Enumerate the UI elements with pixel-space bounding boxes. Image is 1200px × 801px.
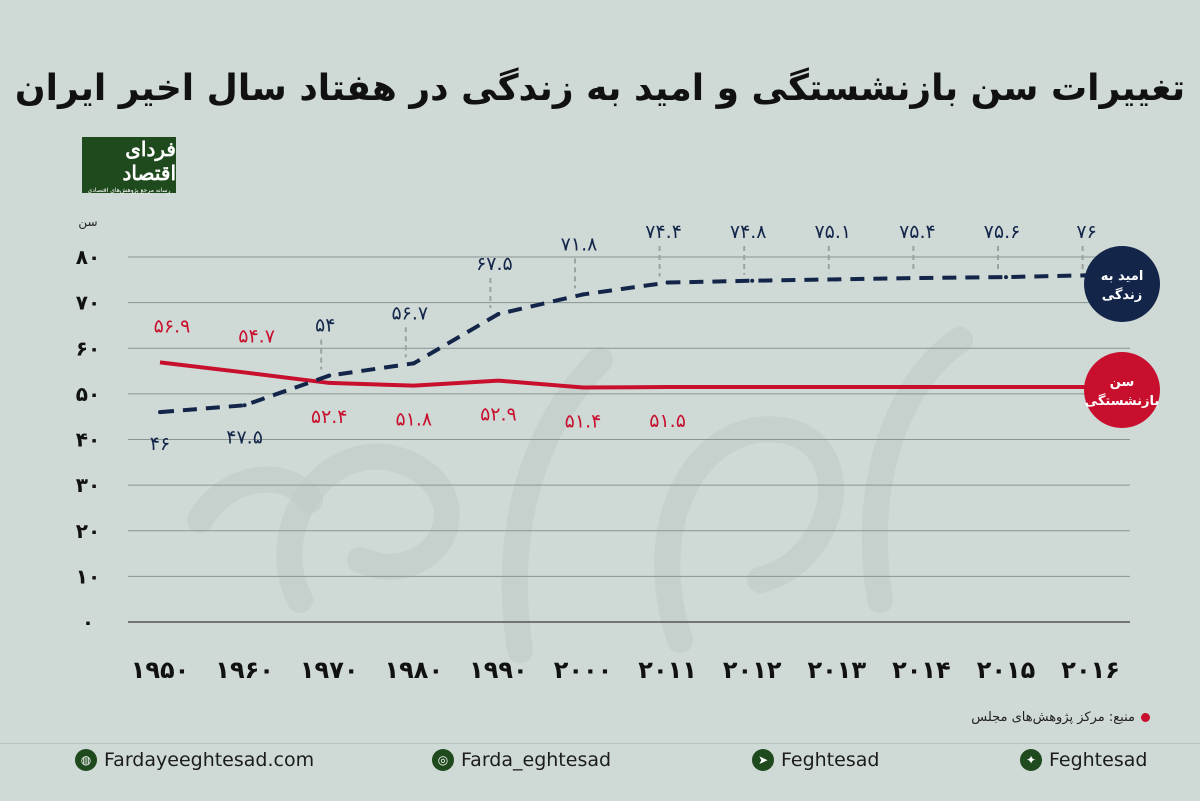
- footer-website[interactable]: ◍ Fardayeeghtesad.com: [75, 749, 314, 771]
- y-tick-label: ۸۰: [76, 245, 100, 269]
- retirement-age-label: ۵۴.۷: [238, 325, 275, 347]
- logo-text: فردای اقتصاد: [122, 136, 177, 185]
- x-tick-label: ۱۹۹۰: [469, 656, 528, 684]
- retirement-age-label: ۵۲.۹: [480, 404, 517, 426]
- retirement-age-label: ۵۱.۵: [649, 410, 686, 432]
- x-tick-label: ۲۰۱۵: [977, 656, 1036, 684]
- y-tick-label: ۳۰: [76, 473, 100, 497]
- retirement-age-line: [159, 360, 1100, 390]
- y-axis-label: سن: [78, 215, 97, 230]
- life-expectancy-point: [158, 410, 162, 415]
- life-expectancy-label: ۶۷.۵: [476, 253, 513, 275]
- life-expectancy-point: [919, 275, 924, 280]
- chart-title: تغییرات سن بازنشستگی و امید به زندگی در …: [14, 68, 1186, 109]
- life-expectancy-point: [665, 280, 670, 285]
- watermark-stroke: [187, 466, 323, 533]
- life-expectancy-label: ۷۴.۴: [645, 221, 682, 243]
- y-tick-label: ۲۰: [76, 519, 100, 543]
- source-text: منبع: مرکز پژوهش‌های مجلس: [971, 710, 1135, 725]
- life-expectancy-label: ۵۴: [315, 315, 335, 337]
- life-expectancy-point: [581, 292, 585, 297]
- globe-icon: ◍: [75, 749, 97, 771]
- y-tick-label: ۰: [82, 610, 94, 634]
- life-expectancy-label: ۷۴.۸: [730, 221, 767, 243]
- retirement-age-label: ۵۶.۹: [154, 315, 191, 337]
- y-tick-label: ۶۰: [76, 336, 100, 360]
- life-expectancy-label: ۷۱.۸: [561, 233, 598, 255]
- x-tick-label: ۱۹۶۰: [215, 656, 274, 684]
- retirement-age-label: ۵۱.۸: [395, 409, 432, 431]
- life-expectancy-point: [750, 278, 755, 283]
- life-expectancy-label: ۴۶: [150, 433, 170, 455]
- life-expectancy-label: ۵۶.۷: [391, 302, 428, 324]
- watermark-stroke: [501, 347, 613, 663]
- life-expectancy-point: [1004, 275, 1008, 280]
- instagram-icon: ◎: [432, 749, 454, 771]
- life-expectancy-label: ۷۵.۶: [984, 221, 1021, 243]
- footer-instagram[interactable]: ◎ Farda_eghtesad: [432, 749, 611, 771]
- bullet-icon: [1141, 713, 1150, 722]
- watermark-stroke: [276, 443, 460, 613]
- footer-text: Feghtesad: [1049, 749, 1148, 771]
- x-tick-label: ۲۰۱۶: [1061, 656, 1120, 684]
- legend-label: امید به: [1101, 269, 1144, 284]
- y-tick-label: ۵۰: [76, 382, 100, 406]
- x-tick-label: ۱۹۵۰: [131, 656, 190, 684]
- life-expectancy-point: [327, 373, 332, 378]
- logo-subtitle: رسانه مرجع پژوهش‌های اقتصادی: [87, 186, 171, 194]
- footer: ◍ Fardayeeghtesad.com ◎ Farda_eghtesad ➤ Fe…: [0, 743, 1200, 801]
- retirement-age-label: ۵۱.۴: [565, 410, 602, 432]
- retirement-age-label: ۵۲.۴: [311, 406, 348, 428]
- life-expectancy-point: [242, 403, 247, 408]
- y-tick-label: ۱۰: [76, 564, 100, 588]
- legend-marker: [1084, 352, 1160, 428]
- y-tick-label: ۴۰: [76, 428, 100, 452]
- watermark-stroke: [861, 327, 973, 613]
- life-expectancy-label: ۷۵.۱: [814, 221, 851, 243]
- footer-text: Fardayeeghtesad.com: [104, 749, 315, 771]
- legend-label: بازنشستگی: [1085, 393, 1160, 409]
- twitter-icon: ✦: [1020, 749, 1042, 771]
- life-expectancy-point: [834, 277, 839, 282]
- life-expectancy-point: [411, 361, 416, 366]
- line-chart: ۰ ۱۰ ۲۰ ۳۰ ۴۰ ۵۰ ۶۰ ۷۰ ۸۰ سن ۱۹۵۰ ۱۹۶۰ ۱۹۷۰ ۱۹۸۰ ۱۹۹۰ ۲…: [76, 215, 1160, 684]
- logo: فردای اقتصاد رسانه مرجع پژوهش‌های اقتصاد…: [82, 136, 177, 194]
- life-expectancy-label: ۴۷.۵: [226, 426, 263, 448]
- telegram-icon: ➤: [752, 749, 774, 771]
- life-expectancy-label: ۷۵.۴: [899, 221, 936, 243]
- footer-text: Farda_eghtesad: [461, 749, 612, 771]
- legend-label: زندگی: [1102, 287, 1143, 303]
- x-tick-label: ۲۰۰۰: [554, 656, 613, 684]
- life-expectancy-point: [496, 312, 501, 317]
- x-tick-label: ۲۰۱۴: [892, 656, 951, 684]
- x-tick-label: ۲۰۱۳: [808, 656, 867, 684]
- footer-text: Feghtesad: [781, 749, 880, 771]
- watermark-stroke: [654, 416, 844, 653]
- source-note: منبع: مرکز پژوهش‌های مجلس: [971, 710, 1150, 725]
- footer-twitter[interactable]: ✦ Feghtesad: [1020, 749, 1147, 771]
- x-tick-label: ۲۰۱۱: [638, 656, 697, 684]
- legend-marker: [1084, 246, 1160, 322]
- y-tick-label: ۷۰: [76, 291, 100, 315]
- life-expectancy-label: ۷۶: [1076, 221, 1096, 243]
- x-tick-label: ۲۰۱۲: [723, 656, 782, 684]
- x-tick-label: ۱۹۷۰: [300, 656, 359, 684]
- x-tick-label: ۱۹۸۰: [385, 656, 444, 684]
- footer-telegram[interactable]: ➤ Feghtesad: [752, 749, 879, 771]
- legend-label: سن: [1110, 375, 1134, 390]
